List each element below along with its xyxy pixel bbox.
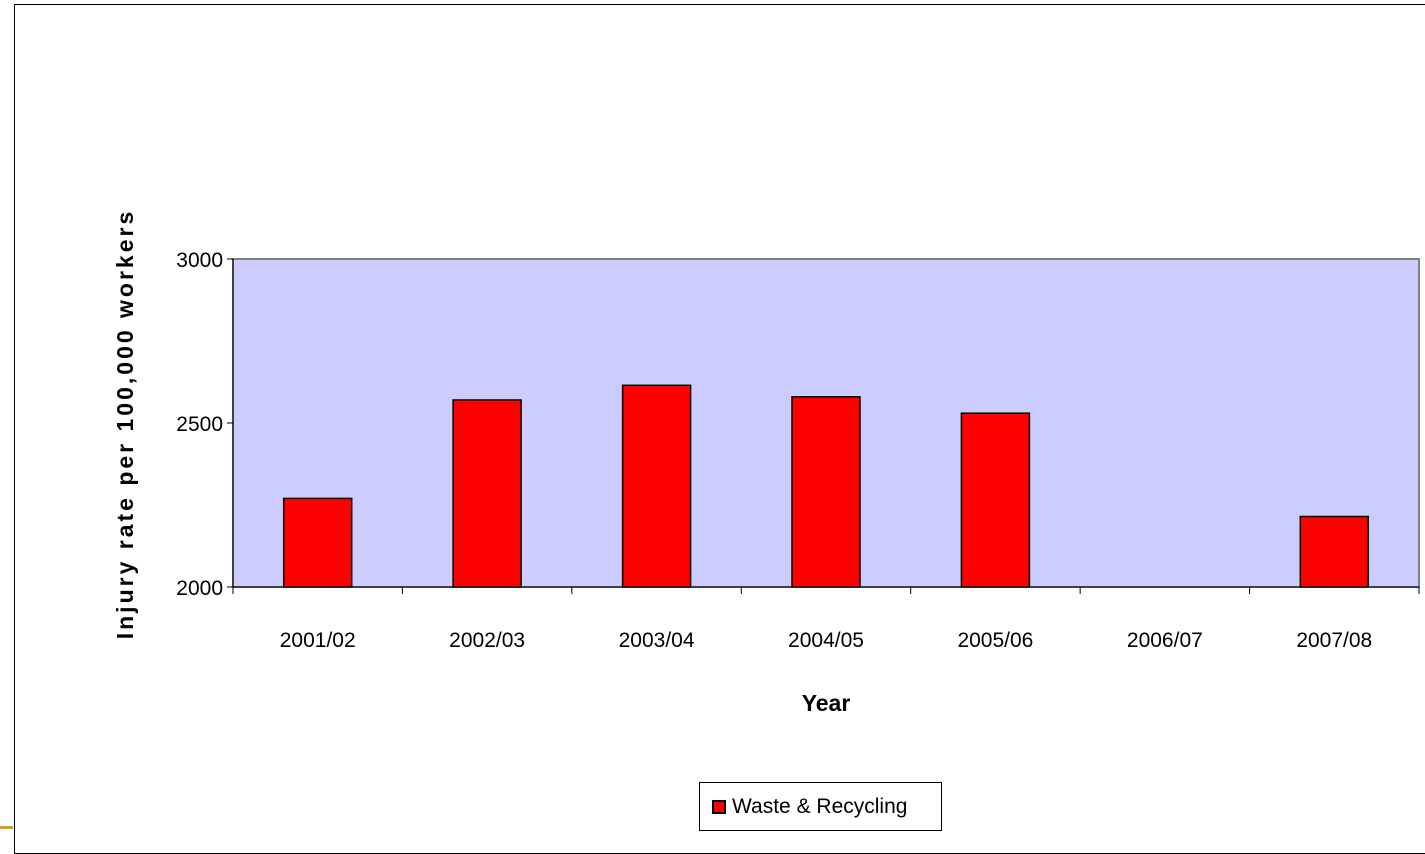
bar-2002-03 [452,399,522,588]
y-tick-label: 2000 [176,577,223,600]
x-tick-label: 2001/02 [280,629,356,652]
y-axis-ticks: 2000 2500 3000 [176,249,233,600]
y-tick-label: 2500 [176,413,223,436]
bar-2003-04 [621,384,692,588]
legend: Waste & Recycling [699,782,942,831]
slide-accent-line [0,826,13,829]
x-tick-label: 2002/03 [449,629,525,652]
x-axis-title: Year [802,690,851,716]
x-tick-label: 2005/06 [957,629,1033,652]
bar-2005-06 [960,412,1031,588]
y-axis-title: Injury rate per 100,000 workers [112,209,138,640]
bar-2007-08 [1299,515,1370,588]
x-tick-label: 2006/07 [1127,629,1203,652]
x-axis-ticks: 2001/02 2002/03 2003/04 2004/05 2005/06 2006/… [232,587,1420,652]
x-tick-label: 2003/04 [619,629,695,652]
legend-label: Waste & Recycling [732,794,908,818]
bars [282,384,1370,588]
bar-2004-05 [791,396,861,588]
bar-2001-02 [282,497,353,588]
x-tick-label: 2004/05 [788,629,864,652]
x-tick-label: 2007/08 [1296,629,1372,652]
legend-swatch [712,799,726,814]
y-tick-label: 3000 [176,249,223,272]
